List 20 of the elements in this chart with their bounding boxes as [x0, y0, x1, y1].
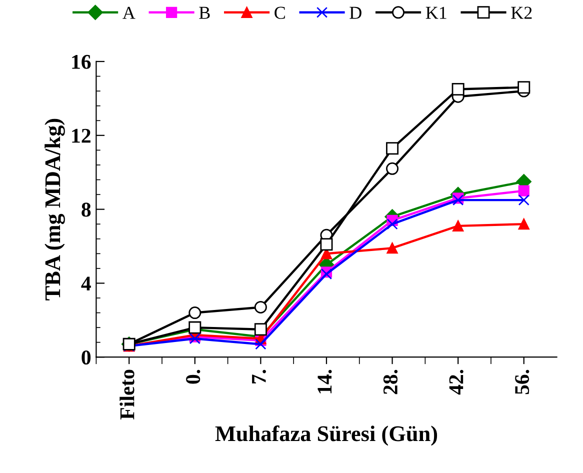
legend-label: B	[199, 6, 210, 19]
y-tick-label: 16	[72, 54, 91, 69]
legend-label: D	[350, 6, 362, 19]
x-tick-label: 7.	[252, 370, 266, 384]
y-tick-label: 8	[82, 202, 91, 217]
y-tick-label: 0	[82, 350, 91, 365]
y-tick-label: 4	[81, 276, 91, 290]
legend-label: K2	[511, 6, 532, 19]
x-axis-title: Muhafaza Süresi (Gün)	[215, 425, 438, 446]
y-tick-label: 12	[72, 128, 90, 143]
x-tick-label: 14.	[318, 370, 332, 394]
legend-label: A	[122, 6, 136, 19]
x-tick-label: 0.	[186, 370, 200, 384]
x-tick-label: Fileto	[120, 370, 134, 420]
x-tick-label: 28.	[383, 370, 398, 394]
legend-label: C	[274, 6, 285, 19]
x-tick-label: 56.	[515, 370, 530, 394]
x-tick-label: 42.	[449, 370, 464, 395]
y-axis-title: TBA (mg MDA/kg)	[44, 118, 65, 300]
legend-label: K1	[426, 6, 446, 19]
